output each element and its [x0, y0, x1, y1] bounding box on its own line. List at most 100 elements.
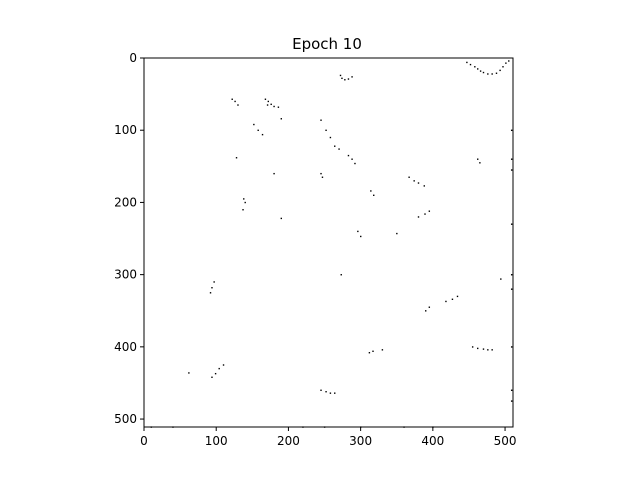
data-pixel	[425, 310, 427, 312]
data-pixel	[150, 426, 153, 428]
data-pixel	[188, 372, 190, 374]
data-pixel	[428, 306, 431, 308]
data-pixel	[487, 73, 489, 75]
data-pixel	[354, 162, 356, 165]
data-pixel	[423, 185, 425, 187]
data-pixel	[510, 288, 513, 290]
data-pixel	[266, 104, 269, 106]
data-pixel	[321, 176, 324, 178]
data-pixel	[325, 129, 327, 132]
data-pixel	[417, 182, 420, 184]
data-pixel	[372, 350, 374, 352]
data-pixel	[477, 347, 479, 350]
y-tick-label: 200	[114, 195, 137, 209]
data-pixel	[381, 349, 384, 351]
y-axis: 0 100 200 300 400 500	[114, 51, 144, 426]
data-pixel	[273, 105, 275, 108]
data-pixel	[242, 209, 244, 211]
data-pixel	[338, 148, 340, 150]
data-pixel	[471, 346, 474, 348]
data-pixel	[495, 72, 498, 74]
data-pixel	[211, 376, 213, 378]
data-pixel	[267, 100, 269, 103]
data-pixel	[445, 300, 447, 303]
data-pixel	[334, 392, 336, 394]
data-pixel	[231, 98, 233, 100]
data-pixel	[235, 157, 238, 159]
data-pixel	[347, 154, 350, 157]
y-tick-label: 500	[114, 412, 137, 426]
data-pixel	[491, 349, 493, 351]
data-pixel	[487, 349, 489, 351]
data-pixel	[329, 136, 332, 139]
data-pixel	[280, 217, 282, 220]
x-tick-label: 0	[140, 434, 148, 448]
data-pixels	[150, 60, 513, 428]
data-pixel	[325, 391, 327, 393]
data-pixel	[351, 76, 353, 78]
data-pixel	[253, 123, 255, 126]
data-pixel	[222, 364, 225, 366]
data-pixel	[479, 70, 482, 72]
data-pixel	[209, 292, 212, 294]
data-pixel	[510, 158, 513, 160]
data-pixel	[451, 298, 454, 300]
data-pixel	[261, 133, 264, 136]
data-pixel	[264, 98, 267, 100]
data-pixel	[213, 281, 215, 283]
x-tick-label: 100	[205, 434, 228, 448]
data-pixel	[502, 66, 504, 68]
data-pixel	[320, 172, 322, 175]
data-pixel	[172, 426, 174, 428]
y-tick-label: 100	[114, 123, 137, 137]
data-pixel	[424, 213, 426, 215]
data-pixel	[320, 389, 322, 391]
data-pixel	[510, 389, 513, 391]
data-pixel	[466, 61, 468, 64]
data-pixel	[510, 223, 513, 225]
plot-area: 0 100 200 300 400 500 0 100 200 300 400 500	[114, 51, 516, 448]
data-pixel	[510, 400, 513, 402]
data-pixel	[277, 106, 280, 108]
x-tick-label: 500	[494, 434, 517, 448]
data-pixel	[508, 60, 510, 62]
data-pixel	[351, 158, 353, 160]
data-pixel	[474, 66, 476, 68]
data-pixel	[510, 169, 513, 171]
data-pixel	[491, 73, 493, 75]
data-pixel	[257, 129, 259, 132]
data-pixel	[347, 78, 350, 80]
data-pixel	[417, 216, 420, 218]
data-pixel	[244, 201, 246, 204]
data-pixel	[360, 235, 362, 238]
data-pixel	[408, 176, 410, 178]
x-tick-label: 400	[421, 434, 444, 448]
data-pixel	[479, 162, 481, 164]
data-pixel	[211, 287, 213, 289]
data-pixel	[499, 69, 501, 72]
data-pixel	[500, 278, 502, 280]
data-pixel	[505, 62, 507, 64]
data-pixel	[357, 230, 359, 233]
data-pixel	[329, 392, 332, 394]
data-pixel	[477, 158, 479, 160]
data-pixel	[396, 232, 398, 235]
data-pixel	[482, 71, 485, 74]
x-tick-label: 300	[349, 434, 372, 448]
chart-title: Epoch 10	[292, 35, 362, 53]
data-pixel	[273, 172, 275, 175]
data-pixel	[243, 198, 245, 200]
data-pixel	[340, 274, 342, 276]
data-pixel	[469, 63, 472, 66]
data-pixel	[214, 372, 217, 375]
data-pixel	[302, 426, 304, 428]
data-pixel	[234, 100, 236, 103]
data-pixel	[368, 352, 371, 354]
data-pixel	[270, 103, 272, 106]
axes-frame	[143, 57, 514, 428]
data-pixel	[320, 119, 322, 121]
data-pixel	[510, 129, 513, 132]
data-pixel	[510, 274, 513, 276]
data-pixel	[280, 118, 282, 120]
